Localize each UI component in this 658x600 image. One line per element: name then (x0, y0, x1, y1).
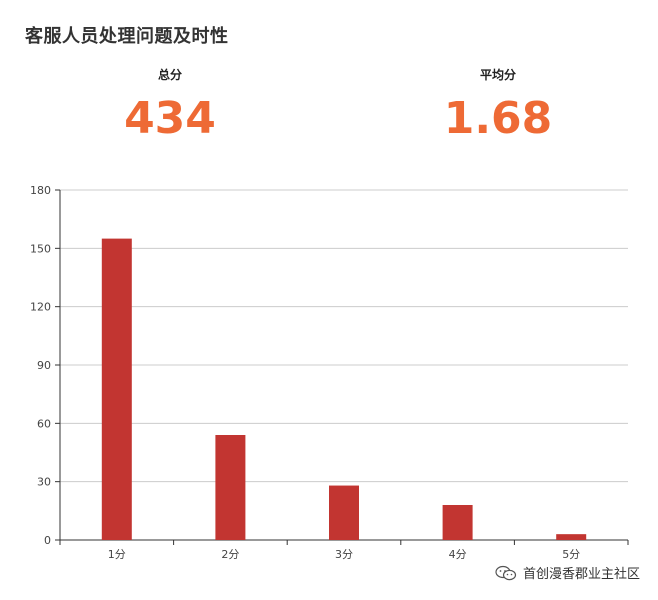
bar-chart: 0 30 60 90 120 150 180 1分 2分 3分 4分 5分 (30, 184, 629, 561)
y-tick-label: 180 (30, 184, 51, 197)
kpi-average-value: 1.68 (443, 93, 553, 144)
chart-title: 客服人员处理问题及时性 (25, 26, 229, 47)
bar-1 (101, 238, 132, 540)
x-tick-label: 5分 (562, 548, 580, 561)
watermark-text: 首创漫香郡业主社区 (522, 567, 640, 582)
kpi-total-value: 434 (124, 93, 216, 144)
bar-2 (215, 435, 246, 540)
wechat-icon (495, 565, 517, 580)
watermark: 首创漫香郡业主社区 (495, 563, 640, 582)
x-tick-label: 3分 (335, 548, 353, 561)
kpi-average: 平均分 1.68 (398, 66, 598, 141)
y-tick-label: 90 (37, 359, 51, 372)
y-tick-label: 60 (37, 417, 51, 430)
y-tick-label: 120 (30, 301, 51, 314)
kpi-total-label: 总分 (157, 68, 182, 82)
x-tick-label: 2分 (221, 548, 239, 561)
bar-3 (329, 485, 359, 540)
y-tick-label: 150 (30, 242, 51, 255)
kpi-average-label: 平均分 (479, 68, 516, 82)
kpi-total: 总分 434 (70, 66, 270, 141)
bar-5 (556, 534, 587, 540)
x-tick-label: 1分 (108, 548, 126, 561)
y-tick-label: 0 (44, 534, 51, 547)
bar-4 (442, 505, 473, 540)
x-tick-label: 4分 (449, 548, 467, 561)
y-tick-label: 30 (37, 476, 51, 489)
